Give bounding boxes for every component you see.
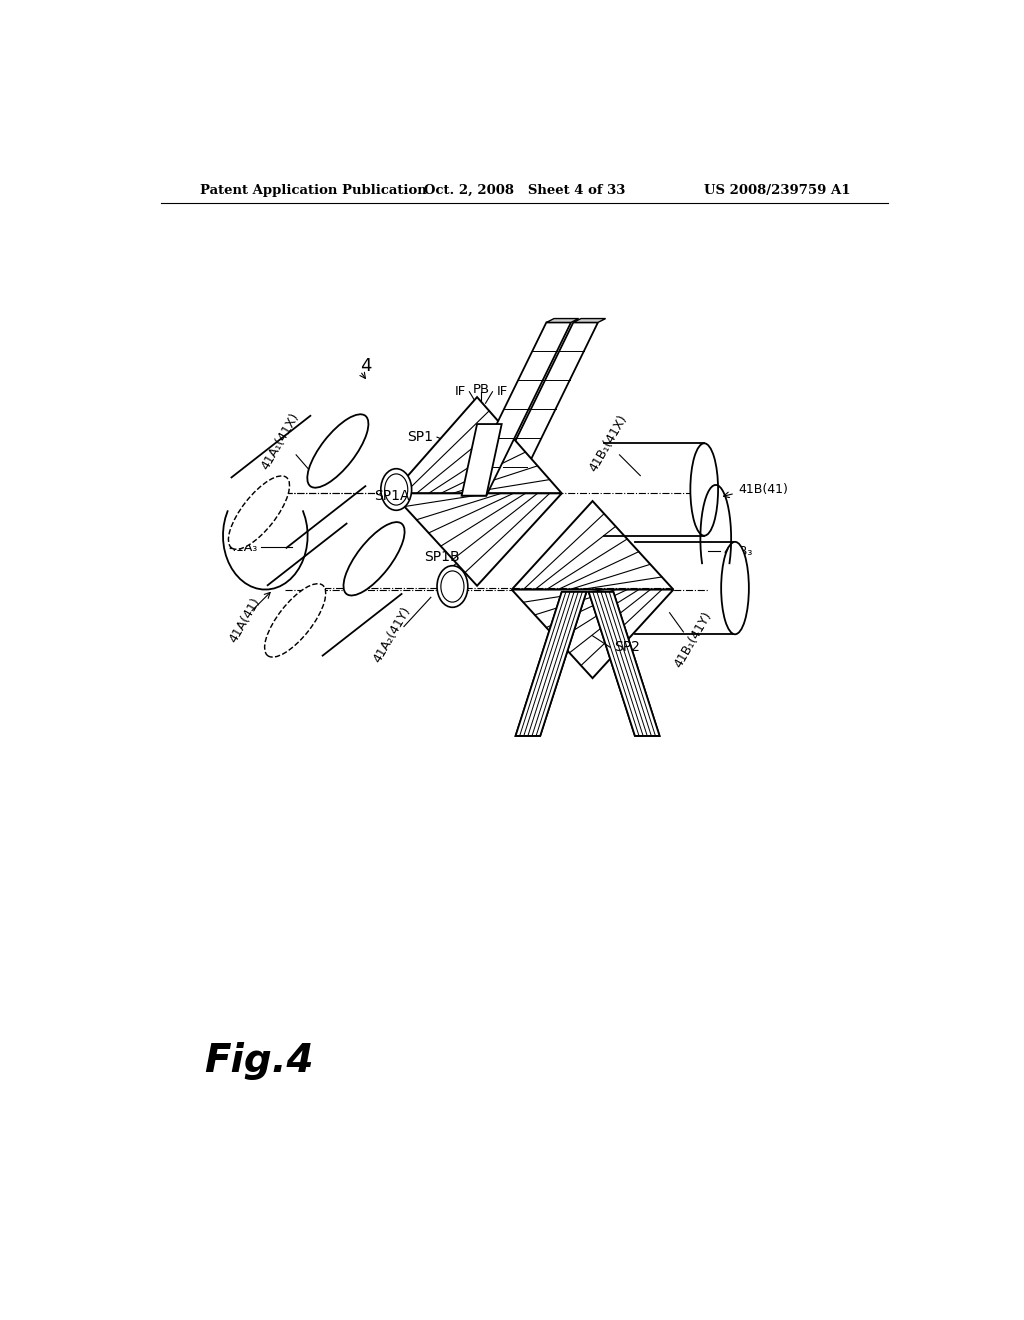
Text: 41A(41): 41A(41) [226,595,262,645]
Polygon shape [462,424,502,496]
Text: SP1B: SP1B [425,550,460,564]
Ellipse shape [721,543,749,635]
Polygon shape [462,322,571,496]
Polygon shape [512,590,674,678]
Text: Fig.4: Fig.4 [204,1041,313,1080]
Text: SP2: SP2 [614,640,640,655]
Text: SP1A: SP1A [375,488,410,503]
Text: US 2008/239759 A1: US 2008/239759 A1 [705,185,851,197]
Ellipse shape [228,477,290,549]
Ellipse shape [307,414,369,487]
Polygon shape [589,591,659,737]
Ellipse shape [264,583,326,657]
Text: 41B₃: 41B₃ [724,545,753,557]
Polygon shape [392,397,562,494]
Text: 41A₁(41X): 41A₁(41X) [259,411,302,473]
Text: IF: IF [497,385,508,399]
Text: 41A₂(41Y): 41A₂(41Y) [371,605,414,664]
Polygon shape [547,318,579,322]
Text: 41B(41): 41B(41) [739,483,788,496]
Text: 41B₁(41Y): 41B₁(41Y) [672,610,714,671]
Text: Patent Application Publication: Patent Application Publication [200,185,427,197]
Polygon shape [488,322,598,496]
Ellipse shape [343,523,404,595]
Polygon shape [515,591,587,737]
Polygon shape [512,502,674,590]
Ellipse shape [381,469,412,511]
Polygon shape [589,591,659,737]
Text: 4: 4 [359,358,371,375]
Polygon shape [392,494,562,586]
Text: 41A₃: 41A₃ [228,541,258,554]
Text: SP1: SP1 [408,430,433,444]
Text: Oct. 2, 2008   Sheet 4 of 33: Oct. 2, 2008 Sheet 4 of 33 [424,185,626,197]
Polygon shape [573,318,605,322]
Ellipse shape [690,444,718,536]
Text: 41B₁(41X): 41B₁(41X) [587,413,630,474]
Text: IF: IF [455,385,466,399]
Text: PB: PB [472,383,489,396]
Ellipse shape [437,566,468,607]
Polygon shape [515,591,587,737]
